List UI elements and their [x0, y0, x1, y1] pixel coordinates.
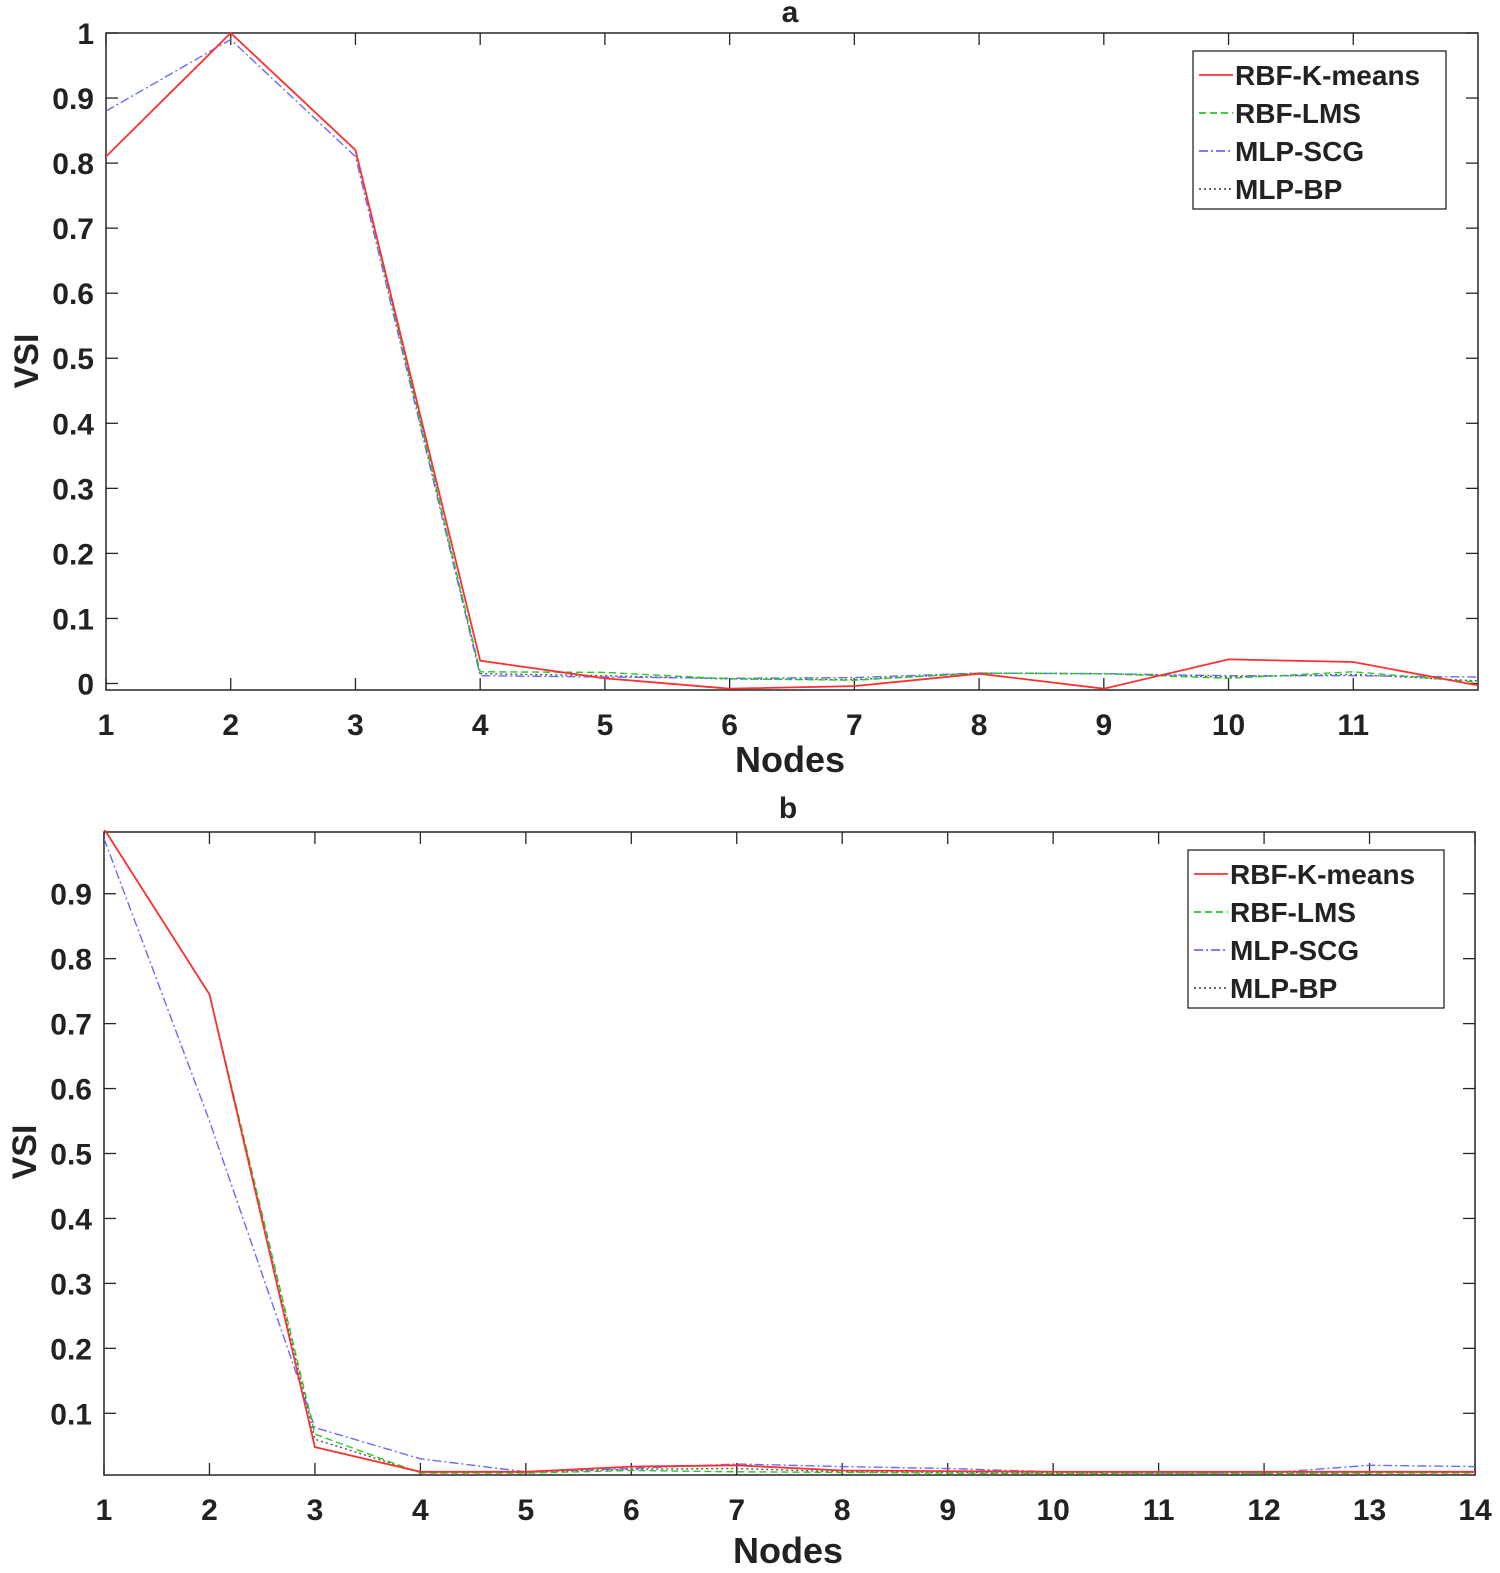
x-tick-label: 2 [201, 1494, 218, 1527]
series-line-rbf-k-means [104, 830, 1475, 1473]
series-line-rbf-lms [106, 32, 1478, 683]
y-tick-label: 0.5 [52, 343, 94, 376]
chart-title: a [782, 0, 799, 29]
x-tick-label: 5 [518, 1494, 535, 1527]
y-tick-label: 0 [77, 668, 94, 701]
x-tick-label: 11 [1337, 709, 1369, 742]
x-tick-label: 3 [307, 1494, 324, 1527]
series-line-mlp-bp [106, 32, 1478, 682]
legend-label: RBF-K-means [1235, 60, 1420, 91]
x-tick-label: 1 [96, 1494, 113, 1527]
x-tick-label: 10 [1036, 1494, 1069, 1527]
y-tick-label: 0.8 [52, 148, 94, 181]
series-line-rbf-k-means [106, 31, 1478, 690]
legend-box [1192, 50, 1447, 210]
x-tick-label: 8 [834, 1494, 851, 1527]
x-tick-label: 4 [412, 1494, 429, 1527]
x-tick-label: 5 [597, 709, 614, 742]
x-tick-label: 6 [721, 709, 738, 742]
x-tick-label: 1 [98, 709, 115, 742]
x-tick-label: 3 [347, 709, 364, 742]
x-tick-label: 7 [846, 709, 863, 742]
y-tick-label: 0.3 [50, 1268, 92, 1301]
y-tick-label: 0.7 [52, 213, 94, 246]
y-tick-label: 1 [77, 18, 94, 51]
y-tick-label: 0.5 [50, 1139, 92, 1172]
legend-label: RBF-LMS [1230, 897, 1356, 928]
x-tick-label: 4 [472, 709, 489, 742]
series-group [104, 830, 1475, 1475]
series-group [106, 31, 1478, 690]
y-tick-label: 0.1 [52, 603, 94, 636]
y-tick-label: 0.2 [50, 1333, 92, 1366]
x-tick-label: 9 [1095, 709, 1112, 742]
series-line-rbf-lms [104, 830, 1475, 1475]
x-tick-label: 8 [971, 709, 988, 742]
x-tick-label: 14 [1458, 1494, 1492, 1527]
series-line-mlp-scg [104, 838, 1475, 1474]
y-tick-label: 0.9 [50, 879, 92, 912]
x-tick-label: 9 [939, 1494, 956, 1527]
plot-area [105, 32, 1479, 691]
chart-a: a Nodes VSI 1 2 3 4 5 6 7 8 9 10 11 0 0.1 0.2 0.3 0.4 0.… [8, 0, 1479, 780]
y-tick-label: 0.9 [52, 83, 94, 116]
y-axis-label: VSI [6, 1125, 44, 1180]
y-tick-label: 0.6 [50, 1074, 92, 1107]
chart-title: b [779, 795, 797, 825]
legend-label: MLP-SCG [1230, 935, 1359, 966]
x-tick-label: 12 [1247, 1494, 1280, 1527]
x-tick-label: 10 [1212, 709, 1245, 742]
legend-label: RBF-K-means [1230, 859, 1415, 890]
y-tick-label: 0.2 [52, 538, 94, 571]
x-axis-label: Nodes [733, 1530, 843, 1571]
y-tick-label: 0.4 [50, 1203, 92, 1236]
x-tick-label: 7 [728, 1494, 745, 1527]
y-tick-label: 0.6 [52, 278, 94, 311]
series-line-mlp-scg [106, 38, 1478, 680]
chart-b: b Nodes VSI 1 2 3 4 5 6 7 8 9 10 11 12 13 140.10.20.3… [6, 795, 1492, 1571]
y-tick-label: 0.8 [50, 944, 92, 977]
legend: RBF-K-means RBF-LMS MLP-SCG MLP-BP [1192, 50, 1447, 210]
x-tick-label: 6 [623, 1494, 640, 1527]
x-tick-label: 11 [1143, 1494, 1175, 1527]
x-tick-label: 2 [222, 709, 239, 742]
legend-label: MLP-BP [1230, 973, 1337, 1004]
legend-label: MLP-BP [1235, 174, 1342, 205]
y-tick-label: 0.4 [52, 408, 94, 441]
x-axis-label: Nodes [735, 739, 845, 780]
y-axis-label: VSI [8, 334, 46, 389]
legend-box [1187, 849, 1445, 1009]
y-tick-label: 0.7 [50, 1009, 92, 1042]
legend-label: RBF-LMS [1235, 98, 1361, 129]
legend: RBF-K-means RBF-LMS MLP-SCG MLP-BP [1187, 849, 1445, 1009]
x-tick-label: 13 [1353, 1494, 1386, 1527]
y-tick-label: 0.1 [50, 1398, 92, 1431]
y-tick-label: 0.3 [52, 473, 94, 506]
legend-label: MLP-SCG [1235, 136, 1364, 167]
